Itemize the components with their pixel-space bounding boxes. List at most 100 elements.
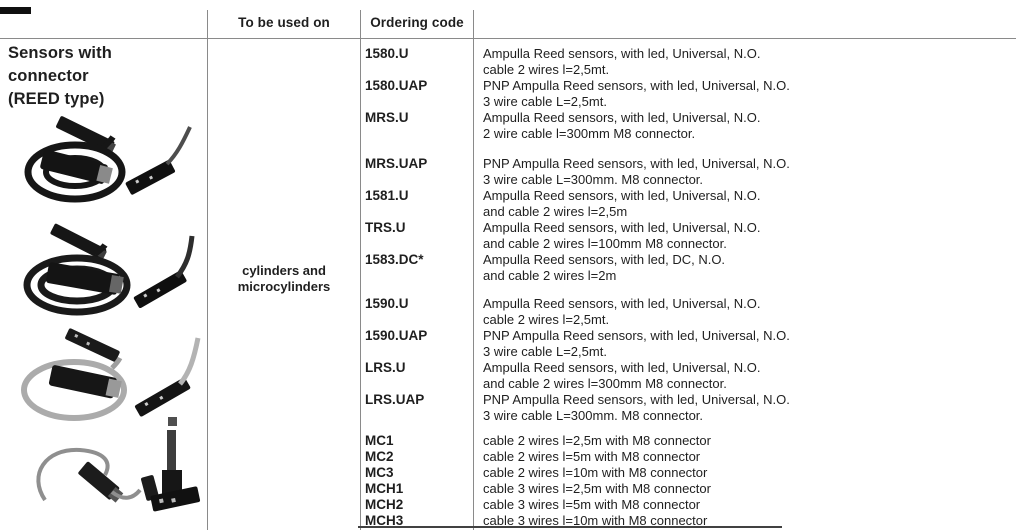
product-photo-coiled-cable-sensor-2 <box>23 223 195 316</box>
table-row: 1590.U Ampulla Reed sensors, with led, U… <box>0 296 1016 328</box>
section-title-line: connector <box>8 67 89 85</box>
group-gap <box>0 142 1016 156</box>
description-line: PNP Ampulla Reed sensors, with led, Univ… <box>483 392 790 407</box>
description-line: Ampulla Reed sensors, with led, Universa… <box>483 360 761 375</box>
description-line: Ampulla Reed sensors, with led, Universa… <box>483 188 761 203</box>
description-line: and cable 2 wires l=100mm M8 connector. <box>483 236 727 251</box>
ordering-code: TRS.U <box>365 220 406 235</box>
description-line: 3 wire cable L=300mm. M8 connector. <box>483 172 704 187</box>
description: Ampulla Reed sensors, with led, Universa… <box>483 296 1016 328</box>
description: Ampulla Reed sensors, with led, DC, N.O.… <box>483 252 1016 284</box>
product-photo-coiled-cable-sensor-1 <box>24 116 192 203</box>
ordering-code: LRS.U <box>365 360 406 375</box>
description-line: PNP Ampulla Reed sensors, with led, Univ… <box>483 156 790 171</box>
description-line: and cable 2 wires l=2,5m <box>483 204 628 219</box>
ordering-code: MCH3 <box>365 513 404 528</box>
table-row: 1580.U Ampulla Reed sensors, with led, U… <box>0 46 1016 78</box>
table-row: 1590.UAP PNP Ampulla Reed sensors, with … <box>0 328 1016 360</box>
description: cable 3 wires l=10m with M8 connector <box>483 513 1016 529</box>
description-line: Ampulla Reed sensors, with led, Universa… <box>483 296 761 311</box>
description-line: and cable 2 wires l=300mm M8 connector. <box>483 376 727 391</box>
table-row: 1583.DC* Ampulla Reed sensors, with led,… <box>0 252 1016 284</box>
ordering-code: 1581.U <box>365 188 409 203</box>
bottom-rule <box>358 526 782 528</box>
group-gap <box>0 424 1016 433</box>
description-line: PNP Ampulla Reed sensors, with led, Univ… <box>483 328 790 343</box>
used-on-value: cylinders and microcylinders <box>208 263 360 295</box>
ordering-code: MRS.UAP <box>365 156 428 171</box>
ordering-code: 1580.U <box>365 46 409 61</box>
description: Ampulla Reed sensors, with led, Universa… <box>483 188 1016 220</box>
ordering-code: MC3 <box>365 465 394 480</box>
description-line: Ampulla Reed sensors, with led, DC, N.O. <box>483 252 726 267</box>
description-line: cable 3 wires l=5m with M8 connector <box>483 497 701 512</box>
description-line: PNP Ampulla Reed sensors, with led, Univ… <box>483 78 790 93</box>
description-line: cable 2 wires l=2,5mt. <box>483 62 610 77</box>
header-to-be-used-on: To be used on <box>238 15 330 30</box>
description: PNP Ampulla Reed sensors, with led, Univ… <box>483 392 1016 424</box>
table-row: MRS.UAP PNP Ampulla Reed sensors, with l… <box>0 156 1016 188</box>
product-photo-m8-connector-cables <box>36 430 201 512</box>
description: Ampulla Reed sensors, with led, Universa… <box>483 360 1016 392</box>
table-row: MC1 cable 2 wires l=2,5m with M8 connect… <box>0 433 1016 449</box>
ordering-code: MRS.U <box>365 110 409 125</box>
table-row: MC2 cable 2 wires l=5m with M8 connector <box>0 449 1016 465</box>
table-row: MCH1 cable 3 wires l=2,5m with M8 connec… <box>0 481 1016 497</box>
section-title: Sensors with connector (REED type) <box>8 42 112 111</box>
description-line: cable 2 wires l=2,5m with M8 connector <box>483 433 711 448</box>
table-row: 1580.UAP PNP Ampulla Reed sensors, with … <box>0 78 1016 110</box>
description-line: Ampulla Reed sensors, with led, Universa… <box>483 220 761 235</box>
column-divider-1 <box>207 10 208 530</box>
used-on-line: cylinders and <box>242 263 326 278</box>
table-row: 1581.U Ampulla Reed sensors, with led, U… <box>0 188 1016 220</box>
group-gap <box>0 284 1016 296</box>
ordering-code: 1590.UAP <box>365 328 428 343</box>
description: PNP Ampulla Reed sensors, with led, Univ… <box>483 156 1016 188</box>
description-line: Ampulla Reed sensors, with led, Universa… <box>483 110 761 125</box>
ordering-code: MCH1 <box>365 481 404 496</box>
description: cable 2 wires l=10m with M8 connector <box>483 465 1016 481</box>
section-title-line: Sensors with <box>8 44 112 62</box>
table-row: LRS.UAP PNP Ampulla Reed sensors, with l… <box>0 392 1016 424</box>
description-line: cable 2 wires l=2,5mt. <box>483 312 610 327</box>
section-title-line: (REED type) <box>8 90 105 108</box>
description-line: 3 wire cable L=2,5mt. <box>483 344 607 359</box>
description-line: cable 3 wires l=10m with M8 connector <box>483 513 708 528</box>
product-photo-gray-cable-sensor <box>21 328 201 421</box>
column-divider-2 <box>360 10 361 530</box>
description: Ampulla Reed sensors, with led, Universa… <box>483 46 1016 78</box>
table-row: MRS.U Ampulla Reed sensors, with led, Un… <box>0 110 1016 142</box>
table-row: LRS.U Ampulla Reed sensors, with led, Un… <box>0 360 1016 392</box>
description: cable 3 wires l=5m with M8 connector <box>483 497 1016 513</box>
table-row: TRS.U Ampulla Reed sensors, with led, Un… <box>0 220 1016 252</box>
table-row: MCH3 cable 3 wires l=10m with M8 connect… <box>0 513 1016 529</box>
description: Ampulla Reed sensors, with led, Universa… <box>483 220 1016 252</box>
description: PNP Ampulla Reed sensors, with led, Univ… <box>483 328 1016 360</box>
description: Ampulla Reed sensors, with led, Universa… <box>483 110 1016 142</box>
ordering-code: 1583.DC* <box>365 252 424 267</box>
description-line: cable 2 wires l=5m with M8 connector <box>483 449 701 464</box>
table-row: MCH2 cable 3 wires l=5m with M8 connecto… <box>0 497 1016 513</box>
header-rule <box>0 38 1016 39</box>
description-line: 3 wire cable L=300mm. M8 connector. <box>483 408 704 423</box>
column-divider-3 <box>473 10 474 530</box>
description-line: cable 3 wires l=2,5m with M8 connector <box>483 481 711 496</box>
description-line: Ampulla Reed sensors, with led, Universa… <box>483 46 761 61</box>
ordering-code: 1590.U <box>365 296 409 311</box>
table-row: MC3 cable 2 wires l=10m with M8 connecto… <box>0 465 1016 481</box>
header-ordering-code: Ordering code <box>370 15 464 30</box>
ordering-code: 1580.UAP <box>365 78 428 93</box>
small-square-mark <box>168 417 177 426</box>
description: cable 3 wires l=2,5m with M8 connector <box>483 481 1016 497</box>
page-corner-mark <box>0 7 31 14</box>
description: cable 2 wires l=5m with M8 connector <box>483 449 1016 465</box>
ordering-code: MC2 <box>365 449 394 464</box>
description-line: 3 wire cable L=2,5mt. <box>483 94 607 109</box>
description-line: and cable 2 wires l=2m <box>483 268 617 283</box>
description: PNP Ampulla Reed sensors, with led, Univ… <box>483 78 1016 110</box>
used-on-line: microcylinders <box>237 279 331 294</box>
description-line: cable 2 wires l=10m with M8 connector <box>483 465 708 480</box>
description-line: 2 wire cable l=300mm M8 connector. <box>483 126 696 141</box>
ordering-code: LRS.UAP <box>365 392 425 407</box>
